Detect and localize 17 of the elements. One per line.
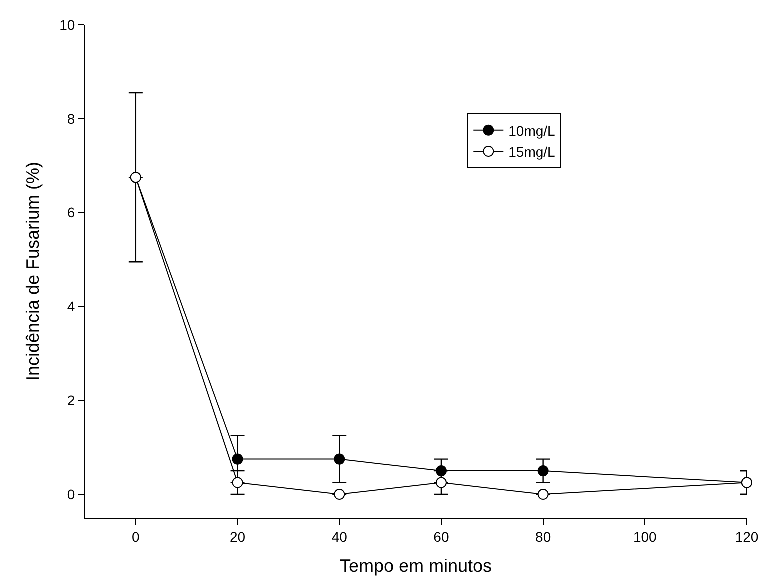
x-tick-label: 120 [735, 528, 759, 545]
y-tick-label: 4 [67, 298, 76, 315]
y-tick-label: 8 [67, 110, 76, 127]
x-tick-label: 0 [132, 528, 140, 545]
y-tick-label: 0 [67, 486, 76, 502]
legend-label: 15mg/L [508, 144, 556, 160]
x-tick-label: 100 [633, 528, 658, 545]
legend-label: 10mg/L [508, 122, 556, 139]
y-axis-title: Incidência de Fusarium (%) [22, 162, 43, 382]
x-axis-title: Tempo em minutos [340, 556, 492, 576]
y-tick-label: 6 [67, 204, 76, 221]
x-tick-label: 80 [536, 528, 552, 545]
y-tick-label: 2 [67, 392, 76, 409]
x-tick-label: 60 [434, 528, 450, 545]
x-tick-label: 20 [230, 528, 246, 545]
y-tick-label: 10 [60, 16, 76, 33]
x-tick-label: 40 [332, 528, 348, 545]
